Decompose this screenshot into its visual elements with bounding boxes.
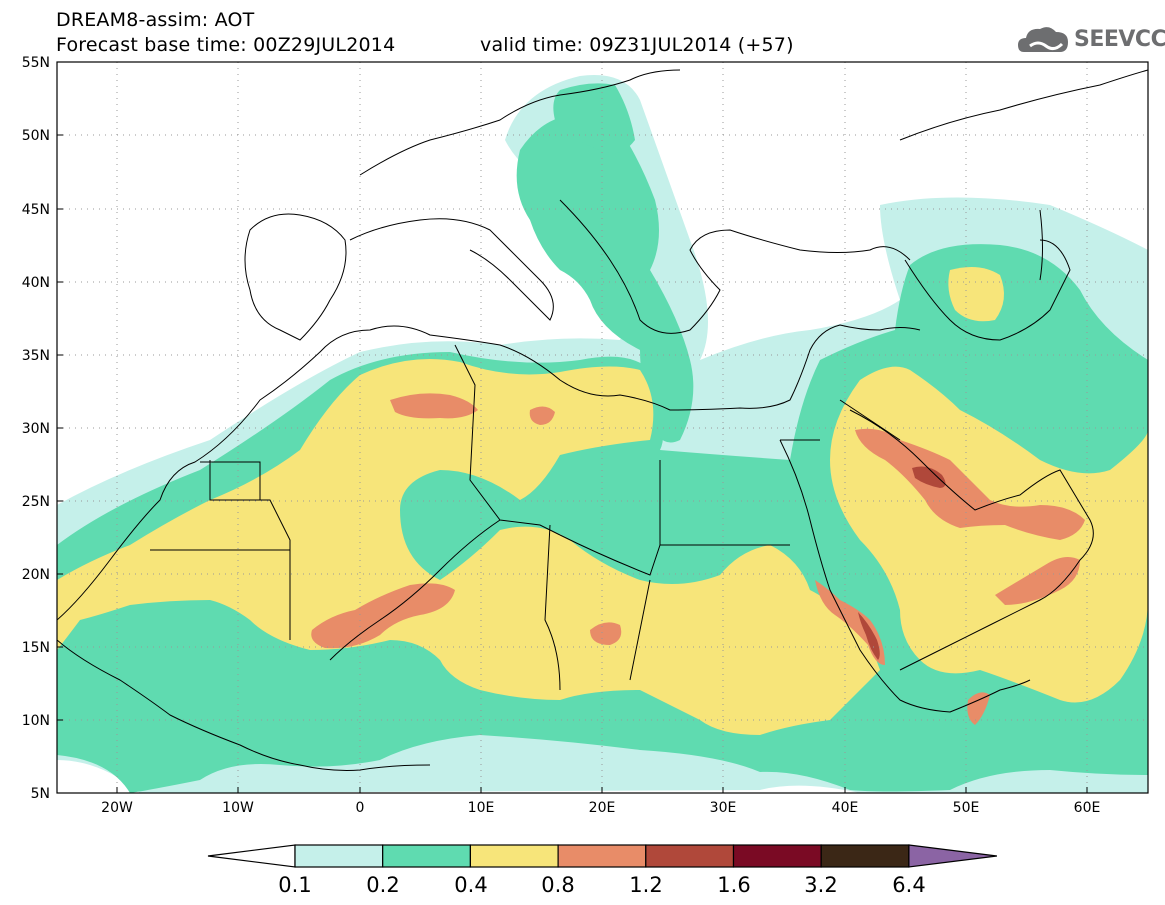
legend-label: 6.4: [892, 873, 925, 897]
lat-label: 10N: [22, 713, 50, 729]
lat-label: 20N: [22, 567, 50, 583]
legend-label: 0.2: [366, 873, 399, 897]
legend-label: 1.2: [629, 873, 662, 897]
axis-ticks: [57, 134, 1088, 793]
lon-labels: 20W 10W 0 10E 20E 30E 40E 50E 60E: [101, 800, 1100, 816]
lat-label: 25N: [22, 494, 50, 510]
lat-label: 55N: [22, 55, 50, 71]
lon-label: 50E: [953, 800, 980, 816]
lon-label: 0: [356, 800, 365, 816]
lat-label: 5N: [31, 786, 50, 802]
legend-swatch-above: [908, 844, 997, 868]
logo-text: SEEVCCC: [1074, 27, 1165, 52]
legend-swatch: [294, 844, 384, 868]
lat-label: 30N: [22, 421, 50, 437]
legend-swatch: [820, 844, 910, 868]
legend-swatch-below: [207, 844, 296, 868]
lon-label: 20W: [101, 800, 133, 816]
lon-label: 10W: [222, 800, 254, 816]
lat-label: 45N: [22, 202, 50, 218]
legend-label: 0.8: [541, 873, 574, 897]
lat-label: 15N: [22, 640, 50, 656]
lon-label: 40E: [832, 800, 859, 816]
valid-time: valid time: 09Z31JUL2014 (+57): [480, 34, 794, 56]
cloud-icon: [1018, 27, 1068, 52]
map-title: DREAM8-assim: AOT: [56, 9, 255, 31]
legend-swatch: [557, 844, 647, 868]
lat-labels: 55N 50N 45N 40N 35N 30N 25N 20N 15N 10N …: [22, 55, 50, 802]
lat-label: 50N: [22, 128, 50, 144]
forecast-base-time: Forecast base time: 00Z29JUL2014: [56, 34, 396, 56]
legend-label: 3.2: [804, 873, 837, 897]
lon-label: 60E: [1074, 800, 1101, 816]
legend-swatch: [469, 844, 559, 868]
legend-label: 0.4: [454, 873, 487, 897]
lat-label: 35N: [22, 348, 50, 364]
lon-label: 10E: [468, 800, 495, 816]
legend-label: 1.6: [717, 873, 750, 897]
legend-swatch: [382, 844, 472, 868]
lat-label: 40N: [22, 275, 50, 291]
lon-label: 20E: [589, 800, 616, 816]
legend-swatch: [645, 844, 735, 868]
legend-label: 0.1: [278, 873, 311, 897]
coastlines: [57, 69, 1148, 771]
legend-labels: 0.1 0.2 0.4 0.8 1.2 1.6 3.2 6.4: [278, 873, 925, 897]
legend-swatches: [207, 844, 997, 868]
lon-label: 30E: [710, 800, 737, 816]
legend-swatch: [732, 844, 822, 868]
